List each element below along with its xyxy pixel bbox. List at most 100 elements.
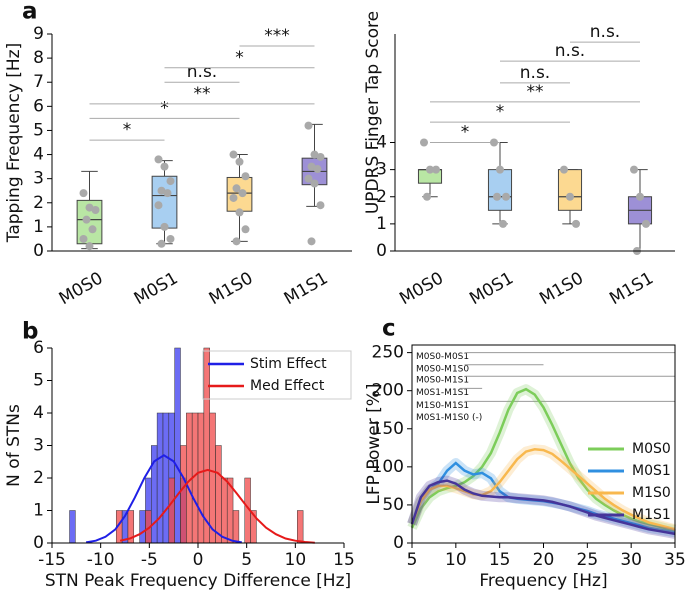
x-tick-label: M0S1	[131, 268, 182, 309]
histogram-bar	[297, 510, 304, 544]
y-tick-label: 200	[372, 381, 404, 401]
data-point	[499, 219, 507, 228]
legend-label: M1S0	[632, 485, 671, 501]
data-point	[238, 189, 247, 198]
histogram-bar	[139, 510, 146, 544]
significance-label: *	[160, 98, 169, 118]
data-point	[316, 152, 325, 161]
data-point	[432, 165, 440, 174]
significance-label: *	[461, 123, 470, 143]
data-point	[426, 165, 434, 174]
y-tick-label: 0	[33, 241, 44, 261]
significance-label: n.s.	[555, 41, 585, 61]
line	[410, 387, 676, 532]
data-point	[232, 184, 241, 193]
significance-label: M0S0-M0S1	[416, 352, 469, 362]
fit-curve	[119, 468, 315, 544]
data-point	[160, 162, 169, 171]
y-axis-label: LFP Power [%]	[364, 383, 384, 504]
legend-box	[202, 350, 352, 400]
x-tick-label: 25	[577, 550, 599, 570]
significance-label: M0S1-M1S1	[416, 388, 469, 398]
panel-label: c	[382, 316, 396, 342]
histogram-bar	[168, 477, 175, 544]
data-point	[85, 242, 94, 251]
data-point	[307, 162, 316, 171]
data-point	[163, 189, 172, 198]
data-point	[304, 121, 313, 130]
y-tick-label: 50	[382, 495, 404, 515]
x-tick-label: 5	[241, 550, 252, 570]
legend-label: Stim Effect	[250, 356, 327, 372]
data-point	[310, 150, 319, 159]
y-tick-label: 9	[33, 24, 44, 44]
data-point	[642, 219, 650, 228]
y-tick-label: 0	[393, 533, 404, 553]
y-tick-label: 7	[33, 72, 44, 92]
data-point	[636, 192, 644, 201]
box	[487, 169, 513, 211]
significance-label: **	[194, 84, 211, 104]
y-tick-label: 3	[33, 169, 44, 189]
histogram-bar	[174, 347, 181, 544]
data-point	[423, 192, 431, 201]
y-axis-label: UPDRS Finger Tap Score	[363, 11, 383, 214]
significance-label: *	[235, 48, 244, 68]
data-point	[166, 234, 175, 243]
y-tick-label: 4	[376, 133, 387, 153]
data-point	[502, 192, 510, 201]
y-tick-label: 3	[376, 160, 387, 180]
data-point	[241, 225, 250, 234]
data-point	[154, 201, 163, 210]
significance-label: M0S0-M1S1	[416, 376, 469, 386]
significance-label: *	[496, 102, 505, 122]
panel-label: b	[22, 319, 38, 345]
significance-label: n.s.	[187, 62, 217, 82]
fit-curve	[85, 454, 242, 544]
data-point	[304, 174, 313, 183]
histogram-bar	[203, 347, 210, 544]
legend-label: Med Effect	[250, 378, 325, 394]
x-tick-label: M0S0	[396, 268, 447, 309]
x-tick-label: -5	[141, 550, 158, 570]
significance-label: M1S0-M1S1	[416, 401, 469, 411]
data-point	[235, 157, 244, 166]
data-point	[560, 165, 568, 174]
line	[410, 448, 676, 531]
histogram-bar	[215, 445, 222, 544]
y-tick-label: 2	[33, 193, 44, 213]
significance-label: M0S0-M1S0	[416, 364, 469, 374]
data-point	[154, 155, 163, 164]
y-tick-label: 6	[33, 338, 44, 358]
histogram-bar	[232, 510, 240, 544]
data-point	[82, 215, 91, 224]
plot-frame	[411, 344, 676, 544]
x-tick-label: 0	[193, 550, 204, 570]
histogram-bar	[69, 510, 76, 544]
x-tick-label: M0S0	[56, 268, 107, 309]
data-point	[420, 138, 428, 147]
x-tick-label: 35	[664, 550, 685, 570]
data-point	[307, 237, 316, 246]
data-point	[493, 192, 501, 201]
data-point	[157, 239, 166, 248]
y-tick-label: 250	[372, 343, 404, 363]
data-point	[88, 225, 97, 234]
y-tick-label: 6	[33, 96, 44, 116]
x-tick-label: M0S1	[466, 268, 517, 309]
y-tick-label: 1	[33, 217, 44, 237]
histogram-bar	[221, 477, 228, 544]
y-tick-label: 1	[33, 501, 44, 521]
data-point	[79, 189, 88, 198]
significance-label: M0S1-M1S0 (-)	[416, 413, 482, 423]
data-point	[630, 165, 638, 174]
data-point	[241, 172, 250, 181]
data-point	[91, 206, 100, 215]
data-point	[496, 165, 504, 174]
data-point	[157, 186, 166, 195]
significance-label: **	[527, 82, 544, 102]
x-tick-label: 20	[533, 550, 555, 570]
data-point	[566, 192, 574, 201]
